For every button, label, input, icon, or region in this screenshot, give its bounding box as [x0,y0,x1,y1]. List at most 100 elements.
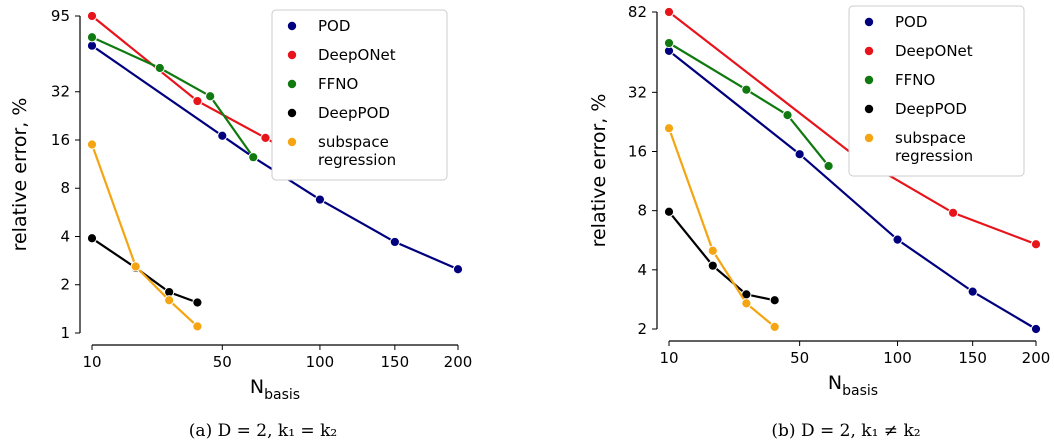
data-point-ffno [86,32,98,43]
data-point-ffno [823,160,834,172]
data-point-ffno [741,84,752,95]
y-tick-label: 16 [51,131,70,149]
data-point-ffno [205,91,216,102]
x-tick-label: 50 [213,353,232,371]
legend: POD DeepONet FFNO DeepPOD subspace regression [848,5,1025,177]
series-line-subspace [667,127,776,328]
data-point-subspace [86,139,98,150]
data-point-pod [314,194,326,205]
data-point-pod [1030,323,1042,335]
data-point-deeponet [86,10,98,22]
subfigure-caption: (a) D = 2, k₁ = k₂ [189,421,337,441]
data-point-ffno [154,62,165,74]
y-tick-label: 4 [60,227,70,245]
data-point-pod [217,130,228,141]
legend-marker-ffno [287,79,297,89]
x-tick-label: 10 [659,349,678,367]
data-point-ffno [663,37,675,49]
legend-label-line: DeepONet [895,42,973,60]
y-tick-label: 2 [637,320,647,338]
series-line-subspace [90,144,199,328]
x-tick-label: 150 [381,353,410,371]
data-point-subspace [164,295,175,306]
data-point-pod [86,40,98,51]
legend-marker-deeponet [864,46,874,56]
y-tick-label: 95 [51,7,70,25]
data-point-subspace [663,123,675,134]
chart-panel-b: 2 4 8 16 32 82 10 50 100 150 200 relative error, % N… [588,3,1050,441]
legend-label-line: DeepPOD [318,104,390,122]
data-point-pod [389,236,400,248]
legend-label-line: subspace [895,129,966,147]
legend-label-deeponet: DeepONet [318,46,396,64]
y-tick-label: 32 [51,83,70,101]
data-point-deeppod [769,295,780,306]
legend-label-deeppod: DeepPOD [895,100,967,118]
data-point-deeponet [1030,239,1042,250]
data-point-deeppod [707,260,718,271]
x-axis-label: Nbasis [828,372,878,399]
x-tick-label: 50 [790,349,809,367]
series-line-ffno [91,36,255,158]
y-tick-label: 2 [60,276,70,294]
y-axis-label: relative error, % [9,98,31,252]
x-tick-label: 200 [1022,349,1051,367]
legend-label-line: subspace [318,133,389,151]
legend-marker-deeppod [287,108,297,118]
data-point-deeponet [663,6,675,18]
legend-label-ffno: FFNO [318,75,358,93]
legend-marker-pod [287,21,297,31]
legend-marker-pod [864,17,874,27]
chart-panel-a: 1 2 4 8 16 32 95 10 50 100 150 200 relative error, %… [9,7,472,441]
series-line-ffno [668,42,830,167]
x-tick-label: 200 [444,353,473,371]
data-point-pod [452,264,464,275]
data-point-subspace [130,261,141,272]
data-point-ffno [248,152,259,163]
legend-label-pod: POD [318,17,350,35]
legend-label-line: regression [318,151,396,169]
data-point-subspace [707,245,718,256]
data-point-pod [892,234,903,245]
data-point-pod [794,149,805,160]
legend-marker-subspace [864,133,874,143]
legend-label-subspace: subspace regression [318,133,396,169]
y-tick-label: 1 [60,324,70,342]
x-tick-label: 100 [306,353,335,371]
x-tick-label: 100 [883,349,912,367]
legend-label-subspace: subspace regression [895,129,973,165]
data-point-pod [967,286,978,297]
y-tick-label: 16 [628,142,647,160]
y-axis-label: relative error, % [588,94,610,248]
legend-label-line: POD [318,17,350,35]
y-tick-label: 82 [628,3,647,21]
data-point-deeppod [663,206,675,217]
legend-box [848,5,1025,177]
y-tick-label: 8 [637,202,647,220]
y-tick-label: 32 [628,83,647,101]
x-tick-label: 150 [958,349,987,367]
legend-label-line: POD [895,13,927,31]
subfigure-caption: (b) D = 2, k₁ ≠ k₂ [771,421,920,441]
legend-label-deeppod: DeepPOD [318,104,390,122]
data-point-deeponet [260,132,271,143]
data-point-deeponet [192,95,203,107]
data-point-ffno [782,110,793,121]
legend-marker-subspace [287,137,297,147]
x-axis-label-subscript: basis [264,387,300,403]
legend-marker-ffno [864,75,874,85]
legend-label-pod: POD [895,13,927,31]
legend: POD DeepONet FFNO DeepPOD subspace regression [271,9,448,181]
legend-label-line: FFNO [318,75,358,93]
legend-label-line: DeepPOD [895,100,967,118]
legend-label-line: FFNO [895,71,935,89]
y-tick-label: 4 [637,261,647,279]
legend-label-line: DeepONet [318,46,396,64]
legend-box [271,9,448,181]
data-point-subspace [192,321,203,332]
legend-marker-deeponet [287,50,297,60]
series-line-deeppod [668,211,775,302]
legend-label-deeponet: DeepONet [895,42,973,60]
legend-marker-deeppod [864,104,874,114]
